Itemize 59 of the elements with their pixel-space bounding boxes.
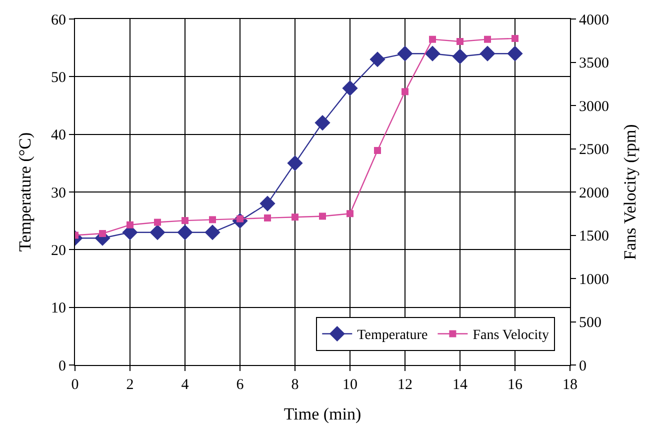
x-tick-label: 12	[398, 377, 412, 393]
y-tick-label: 20	[51, 242, 66, 259]
y2-tick-label: 1500	[579, 228, 609, 244]
point	[429, 36, 436, 43]
y-tick-label: 10	[51, 300, 66, 317]
point	[154, 218, 161, 226]
y2-tick-label: 2500	[579, 142, 609, 158]
point	[287, 155, 303, 171]
y2-tick-label: 3500	[579, 56, 609, 72]
y-tick-label: 0	[58, 358, 66, 374]
y2-tick-label: 500	[579, 315, 602, 331]
y2-tick-label: 1000	[579, 272, 609, 288]
x-tick-label: 16	[508, 377, 523, 393]
x-tick-label: 6	[236, 377, 244, 393]
x-tick-label: 2	[126, 377, 134, 393]
y-axis-title: Temperature (°C)	[16, 132, 35, 252]
point	[397, 46, 413, 62]
point	[126, 221, 134, 228]
x-tick-label: 0	[71, 377, 79, 393]
y-tick-label: 50	[51, 70, 66, 86]
x-tick-label: 8	[291, 377, 299, 393]
point	[456, 38, 464, 45]
y2-tick-label: 4000	[579, 12, 609, 28]
x-tick-label: 18	[562, 377, 578, 393]
point	[204, 224, 220, 240]
point	[342, 80, 358, 96]
point	[370, 52, 386, 68]
point	[292, 214, 298, 221]
point	[314, 115, 330, 131]
legend-label: Temperature	[357, 328, 428, 344]
x-tick-label: 4	[181, 377, 190, 393]
x-tick-label: 14	[452, 377, 468, 393]
x-axis-title: Time (min)	[284, 404, 362, 424]
y-tick-label: 40	[51, 128, 66, 144]
point	[209, 216, 216, 224]
point	[260, 196, 276, 212]
point	[512, 34, 518, 42]
point	[452, 48, 468, 64]
point	[177, 224, 193, 240]
point	[402, 88, 408, 96]
y-tick-label: 60	[51, 12, 66, 28]
point	[99, 230, 106, 238]
y2-tick-label: 3000	[579, 98, 609, 115]
point	[507, 46, 523, 62]
point	[346, 210, 354, 218]
point	[264, 214, 271, 222]
y2-tick-label: 2000	[579, 185, 609, 202]
x-tick-label: 10	[342, 377, 358, 393]
y2-tick-label: 0	[579, 358, 586, 374]
y2-axis-title: Fans Velocity (rpm)	[620, 124, 640, 260]
point	[182, 217, 188, 224]
point	[484, 36, 491, 43]
y-tick-label: 30	[51, 185, 66, 202]
point	[480, 46, 496, 62]
point	[374, 146, 381, 154]
point	[319, 212, 326, 220]
point	[424, 46, 440, 62]
point	[150, 224, 166, 240]
legend-label: Fans Velocity	[472, 328, 550, 344]
